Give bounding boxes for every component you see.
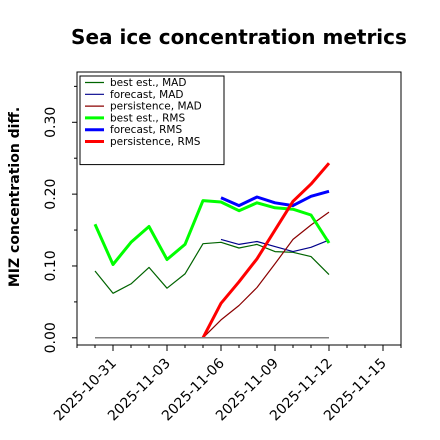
series-line — [93, 199, 331, 266]
legend-label: forecast, RMS — [110, 124, 182, 136]
legend-label: best est., RMS — [110, 112, 185, 124]
chart-title: Sea ice concentration metrics — [71, 25, 407, 49]
series-line — [94, 241, 330, 294]
legend-label: best est., MAD — [110, 77, 186, 89]
series-line — [202, 211, 330, 339]
series-line — [220, 189, 330, 208]
legend-label: persistence, MAD — [110, 101, 202, 113]
x-axis: 2025-10-312025-11-032025-11-062025-11-09… — [51, 345, 402, 424]
y-axis: 0.00 0.10 0.20 0.30 — [43, 85, 77, 353]
legend-label: persistence, RMS — [110, 136, 201, 148]
y-tick-label: 0.20 — [43, 179, 59, 210]
y-tick-label: 0.10 — [43, 250, 59, 281]
y-tick-label: 0.00 — [43, 322, 59, 353]
legend-label: forecast, MAD — [110, 89, 183, 101]
legend-box — [79, 75, 225, 166]
series-line — [201, 162, 331, 339]
series-line — [220, 238, 330, 253]
y-axis-label: MIZ concentration diff. — [7, 107, 23, 287]
y-tick-label: 0.30 — [43, 107, 59, 138]
series-layer — [93, 162, 331, 339]
